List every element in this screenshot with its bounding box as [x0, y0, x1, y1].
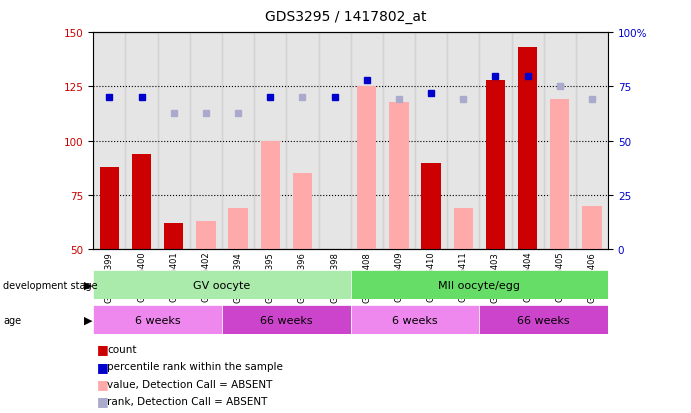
Bar: [583, 206, 602, 250]
Bar: [293, 174, 312, 250]
Bar: [576, 33, 608, 250]
Bar: [454, 209, 473, 250]
Text: age: age: [3, 315, 21, 325]
Bar: [511, 33, 544, 250]
Bar: [422, 163, 441, 250]
Text: GDS3295 / 1417802_at: GDS3295 / 1417802_at: [265, 10, 426, 24]
Text: 66 weeks: 66 weeks: [260, 315, 312, 325]
Bar: [389, 102, 408, 250]
Bar: [351, 33, 383, 250]
Text: 6 weeks: 6 weeks: [135, 315, 180, 325]
Bar: [480, 33, 511, 250]
Bar: [319, 33, 351, 250]
Bar: [415, 33, 447, 250]
Bar: [351, 306, 480, 335]
Bar: [383, 33, 415, 250]
Text: ■: ■: [97, 360, 108, 373]
Text: percentile rank within the sample: percentile rank within the sample: [107, 361, 283, 371]
Bar: [286, 33, 319, 250]
Text: ▶: ▶: [84, 280, 93, 290]
Text: GV oocyte: GV oocyte: [193, 280, 251, 290]
Text: ■: ■: [97, 394, 108, 408]
Bar: [518, 48, 538, 250]
Text: ▶: ▶: [84, 315, 93, 325]
Text: 6 weeks: 6 weeks: [392, 315, 438, 325]
Bar: [229, 209, 248, 250]
Text: ■: ■: [97, 342, 108, 356]
Text: development stage: development stage: [3, 280, 98, 290]
Bar: [254, 33, 286, 250]
Bar: [486, 81, 505, 250]
Bar: [351, 271, 608, 299]
Bar: [222, 33, 254, 250]
Text: value, Detection Call = ABSENT: value, Detection Call = ABSENT: [107, 379, 272, 389]
Text: rank, Detection Call = ABSENT: rank, Detection Call = ABSENT: [107, 396, 267, 406]
Text: 66 weeks: 66 weeks: [518, 315, 570, 325]
Text: ■: ■: [97, 377, 108, 390]
Bar: [357, 87, 377, 250]
Bar: [132, 154, 151, 250]
Bar: [164, 224, 183, 250]
Bar: [158, 33, 190, 250]
Bar: [100, 168, 119, 250]
Bar: [447, 33, 480, 250]
Bar: [93, 271, 351, 299]
Bar: [93, 306, 222, 335]
Bar: [190, 33, 222, 250]
Bar: [480, 306, 608, 335]
Bar: [93, 33, 126, 250]
Bar: [196, 222, 216, 250]
Bar: [126, 33, 158, 250]
Bar: [544, 33, 576, 250]
Text: count: count: [107, 344, 137, 354]
Bar: [222, 306, 351, 335]
Bar: [261, 142, 280, 250]
Bar: [550, 100, 569, 250]
Text: MII oocyte/egg: MII oocyte/egg: [438, 280, 520, 290]
